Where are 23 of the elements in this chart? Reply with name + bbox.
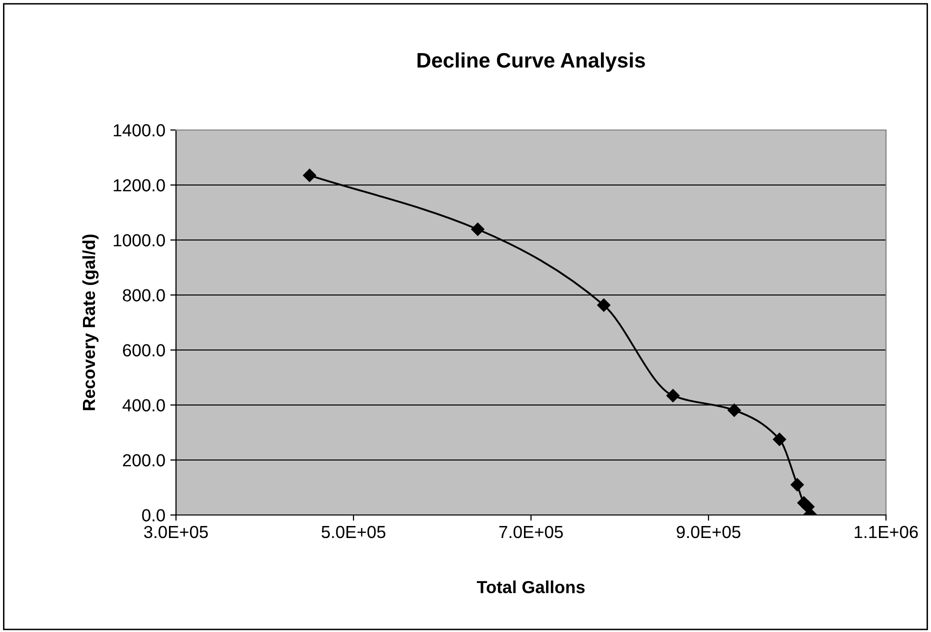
point (597, 298, 610, 312)
y-tick-label: 1400.0 (114, 124, 165, 136)
y-tick-label: 1200.0 (114, 179, 165, 192)
x-tick-label: 9.0E+05 (676, 526, 740, 538)
y-tick-label: 0.0 (142, 509, 165, 522)
y-tick-label: 1000.0 (114, 234, 165, 246)
point (666, 389, 680, 402)
point (471, 222, 484, 236)
y-tick-label: 200.0 (123, 454, 165, 466)
x-tick-label: 7.0E+05 (499, 526, 563, 538)
y-tick-label: 400.0 (122, 399, 165, 412)
point (790, 478, 804, 492)
point (728, 404, 741, 417)
x-tick-label: 3.0E+05 (144, 526, 208, 538)
chart-title: Decline Curve Analysis (418, 52, 645, 72)
x-tick-label: 1.1E+06 (854, 526, 918, 538)
point (302, 168, 316, 182)
y-tick-label: 600.0 (123, 344, 165, 356)
y-tick-label: 800.0 (122, 289, 165, 302)
x-tick-label: 5.0E+05 (322, 526, 386, 538)
point (772, 432, 786, 446)
x-axis-title: Total Gallons (476, 580, 585, 594)
y-axis-title: Recovery Rate (gal/d) (82, 234, 99, 410)
